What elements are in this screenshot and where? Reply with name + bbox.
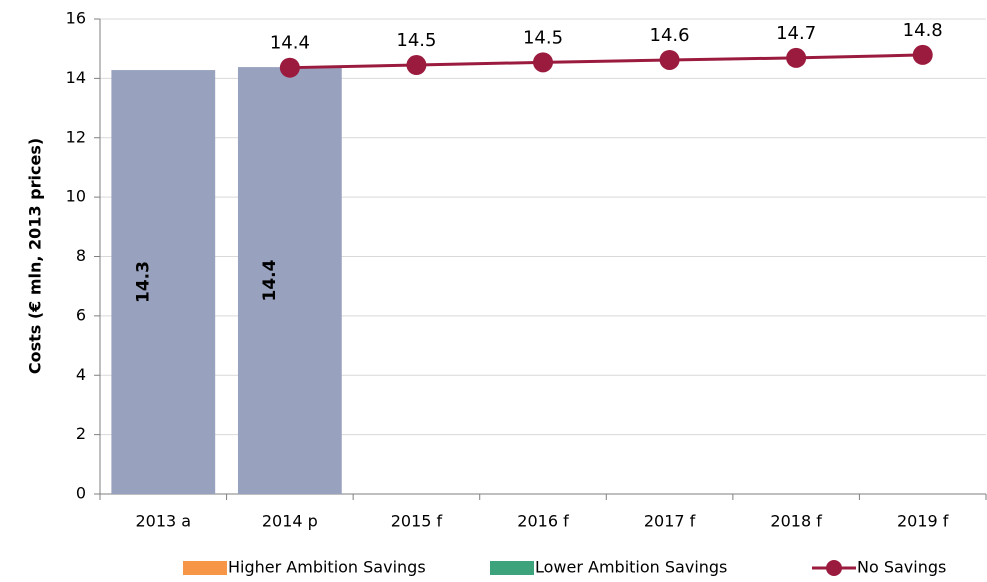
bar-value-label: 14.4: [260, 259, 280, 301]
legend-swatch: [183, 561, 227, 575]
line-marker: [279, 57, 300, 78]
line-value-label: 14.5: [523, 27, 563, 48]
legend-label: Higher Ambition Savings: [228, 558, 426, 577]
legend-label: No Savings: [857, 558, 946, 577]
line-value-label: 14.5: [396, 30, 436, 51]
line-value-label: 14.6: [650, 25, 690, 46]
legend-label: Lower Ambition Savings: [535, 558, 727, 577]
y-tick-label: 2: [76, 424, 86, 443]
y-tick-label: 8: [76, 246, 86, 265]
bar: [237, 67, 342, 494]
x-tick-label: 2014 p: [262, 512, 318, 531]
bar-value-label: 14.3: [133, 261, 153, 303]
line: [289, 53, 923, 70]
y-tick-label: 16: [66, 9, 86, 28]
legend-marker: [826, 560, 842, 576]
y-tick-label: 4: [76, 365, 86, 384]
line-marker: [533, 52, 553, 73]
line-marker: [659, 49, 680, 70]
line-value-label: 14.7: [776, 23, 816, 44]
bar: [111, 70, 216, 494]
x-tick-label: 2016 f: [517, 512, 569, 531]
y-tick-label: 0: [76, 484, 86, 503]
line-value-label: 14.8: [903, 20, 943, 41]
x-tick-label: 2013 a: [135, 512, 191, 531]
y-tick-label: 10: [66, 187, 86, 206]
line-marker: [912, 44, 933, 65]
line-value-label: 14.4: [270, 33, 310, 54]
legend-swatch: [490, 561, 534, 575]
x-tick-label: 2017 f: [644, 512, 696, 531]
y-axis-label: Costs (€ mln, 2013 prices): [26, 138, 45, 374]
x-tick-label: 2015 f: [391, 512, 443, 531]
line-marker: [786, 47, 807, 68]
y-tick-label: 12: [66, 127, 86, 146]
line-marker: [406, 55, 427, 76]
y-tick-label: 14: [66, 68, 86, 87]
x-tick-label: 2019 f: [897, 512, 949, 531]
y-tick-label: 6: [76, 305, 86, 324]
x-tick-label: 2018 f: [770, 512, 822, 531]
